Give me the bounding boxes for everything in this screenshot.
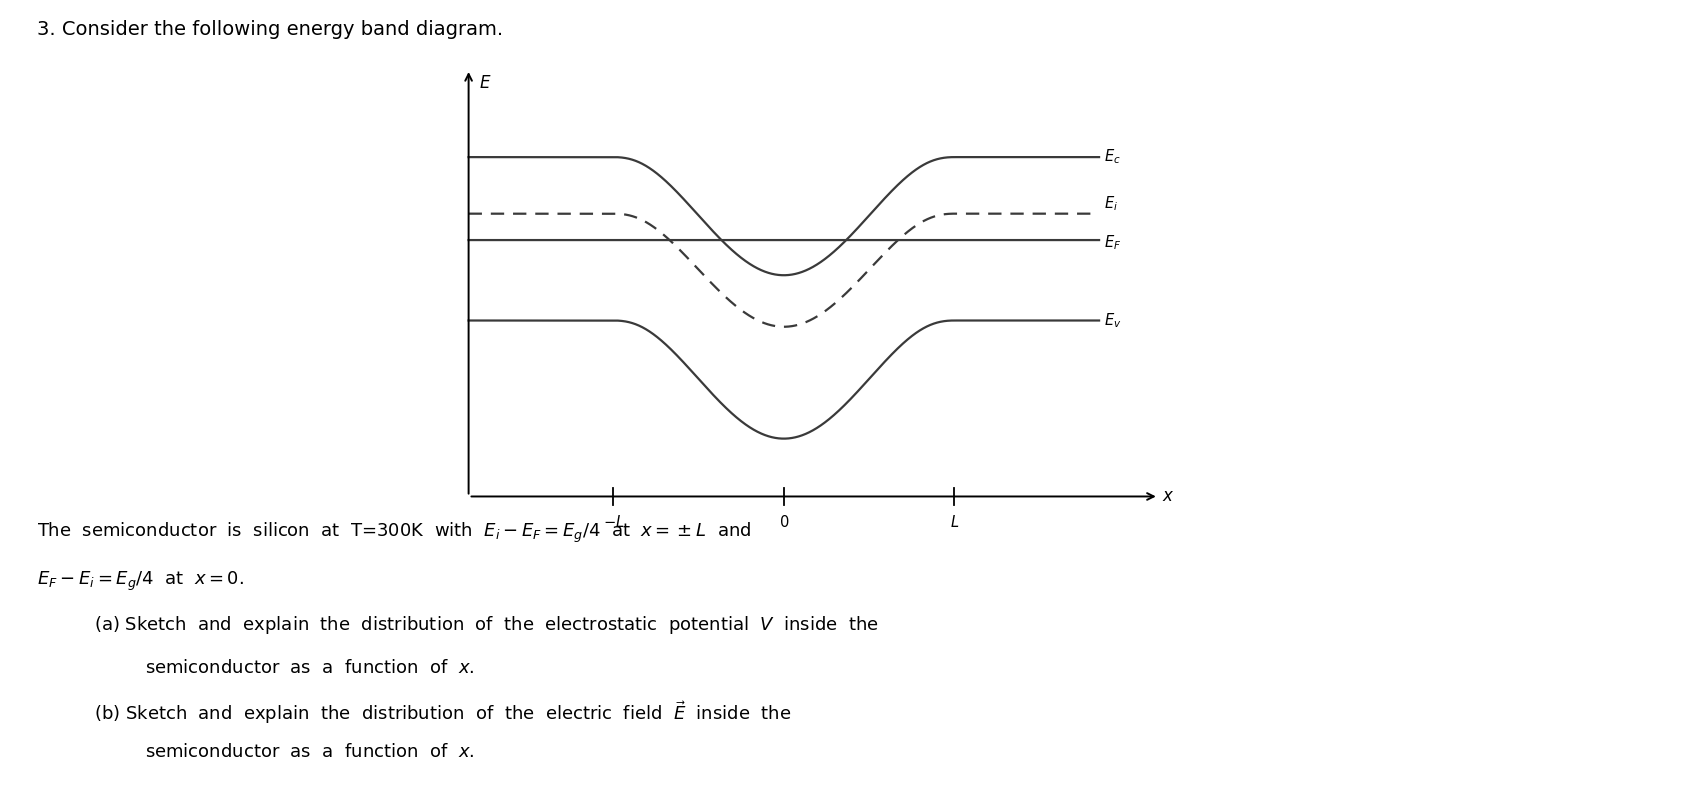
Text: The  semiconductor  is  silicon  at  T=300K  with  $E_i - E_F = E_g / 4$  at  $x: The semiconductor is silicon at T=300K w… <box>37 521 751 545</box>
Text: $0$: $0$ <box>779 514 789 530</box>
Text: semiconductor  as  a  function  of  $x$.: semiconductor as a function of $x$. <box>145 659 474 676</box>
Text: $x$: $x$ <box>1162 487 1174 506</box>
Text: (b) Sketch  and  explain  the  distribution  of  the  electric  field  $\vec{E}$: (b) Sketch and explain the distribution … <box>94 699 791 726</box>
Text: semiconductor  as  a  function  of  $x$.: semiconductor as a function of $x$. <box>145 743 474 761</box>
Text: $L$: $L$ <box>949 514 959 530</box>
Text: $-L$: $-L$ <box>603 514 624 530</box>
Text: (a) Sketch  and  explain  the  distribution  of  the  electrostatic  potential  : (a) Sketch and explain the distribution … <box>94 614 878 636</box>
Text: $E_v$: $E_v$ <box>1104 311 1121 330</box>
Text: 3. Consider the following energy band diagram.: 3. Consider the following energy band di… <box>37 20 504 40</box>
Text: $E_F - E_i = E_g / 4$  at  $x = 0$.: $E_F - E_i = E_g / 4$ at $x = 0$. <box>37 570 244 593</box>
Text: $E_i$: $E_i$ <box>1104 194 1118 213</box>
Text: $E_F$: $E_F$ <box>1104 234 1121 252</box>
Text: $E$: $E$ <box>479 74 491 92</box>
Text: $E_c$: $E_c$ <box>1104 148 1121 166</box>
